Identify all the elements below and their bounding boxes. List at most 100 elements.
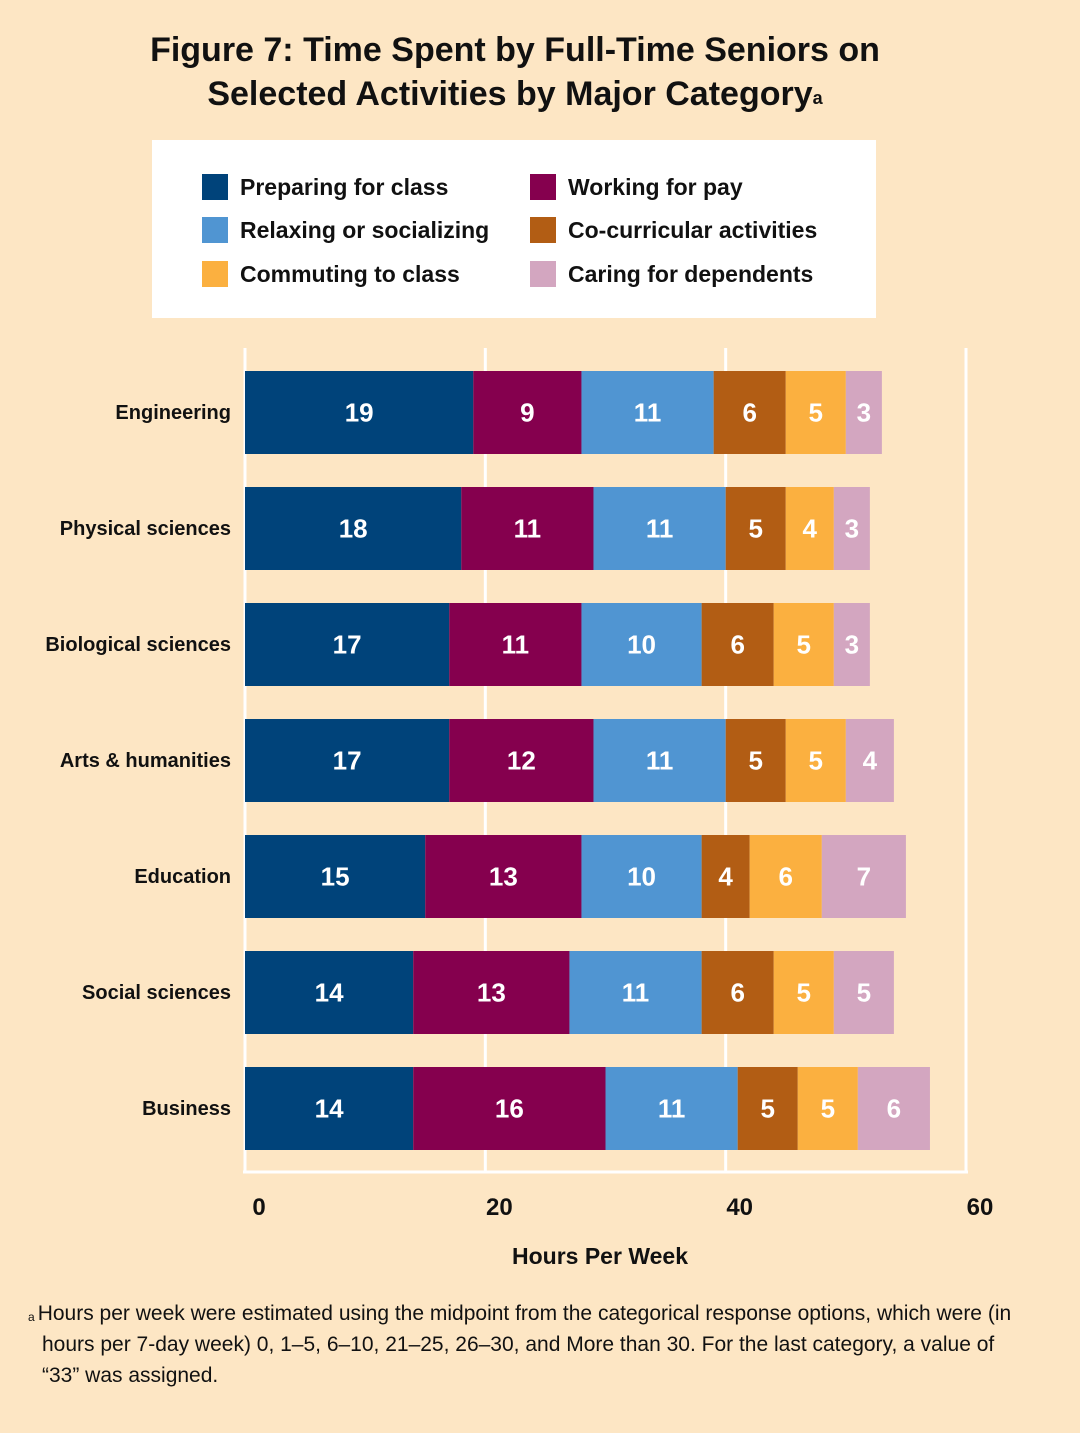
legend-swatch <box>202 261 228 287</box>
bar-segment <box>713 371 786 454</box>
data-label: 11 <box>658 1094 686 1124</box>
legend-swatch <box>530 217 556 243</box>
data-label: 3 <box>845 630 859 660</box>
footnote-marker: a <box>28 1310 35 1324</box>
legend-label: Co-curricular activities <box>568 216 818 243</box>
data-label: 12 <box>507 746 536 776</box>
bar-segment <box>785 371 846 454</box>
bar-segment <box>569 951 702 1034</box>
bar-segment <box>245 371 474 454</box>
legend-label: Commuting to class <box>240 260 460 287</box>
bar-segment <box>785 719 846 802</box>
bar-segment <box>845 371 882 454</box>
category-label: Engineering <box>115 402 231 424</box>
legend-swatch <box>202 174 228 200</box>
bar-segment <box>785 487 834 570</box>
data-label: 17 <box>333 746 362 776</box>
data-label: 5 <box>821 1094 835 1124</box>
data-label: 11 <box>502 630 530 660</box>
data-label: 11 <box>646 514 674 544</box>
data-label: 11 <box>646 746 674 776</box>
data-label: 11 <box>514 514 542 544</box>
chart-title-line-2: Selected Activities by Major Category <box>207 75 813 113</box>
x-tick-label: 0 <box>252 1194 265 1221</box>
chart-title: Figure 7: Time Spent by Full-Time Senior… <box>0 28 1030 116</box>
bar-segment <box>857 1067 930 1150</box>
data-label: 11 <box>634 398 662 428</box>
x-tick-label: 40 <box>726 1194 753 1221</box>
chart-title-line-1: Figure 7: Time Spent by Full-Time Senior… <box>150 31 880 69</box>
title-footnote-marker: a <box>812 88 823 108</box>
data-label: 13 <box>489 862 518 892</box>
legend-swatch <box>530 174 556 200</box>
bar-segment <box>773 951 834 1034</box>
bar-segment <box>413 1067 606 1150</box>
legend-swatch <box>202 217 228 243</box>
x-tick-label: 60 <box>967 1194 994 1221</box>
data-label: 15 <box>321 862 350 892</box>
legend-label: Caring for dependents <box>568 260 814 287</box>
bar-segment <box>833 603 870 686</box>
legend-item: Working for pay <box>530 172 743 202</box>
category-label: Education <box>134 866 231 888</box>
bar-segment <box>833 951 894 1034</box>
data-label: 5 <box>760 1094 774 1124</box>
data-label: 5 <box>748 514 762 544</box>
category-label: Biological sciences <box>45 634 231 656</box>
bar-chart: 0 20 40 60 Hours Per Week Engineering 19 9 11 6 5 3… <box>45 348 994 1269</box>
bar-segment <box>833 487 870 570</box>
data-label: 5 <box>748 746 762 776</box>
data-label: 3 <box>845 514 859 544</box>
data-label: 18 <box>339 514 368 544</box>
bar-segment <box>797 1067 858 1150</box>
legend-label: Working for pay <box>568 173 743 200</box>
bar-segment <box>593 719 726 802</box>
bar-segment <box>737 1067 798 1150</box>
bar-segment <box>725 487 786 570</box>
data-label: 16 <box>495 1094 524 1124</box>
bar-segment <box>581 371 714 454</box>
bar-segment <box>245 487 462 570</box>
bar-segment <box>581 835 702 918</box>
data-label: 6 <box>730 978 744 1008</box>
x-axis-label: Hours Per Week <box>512 1243 688 1269</box>
legend-label: Relaxing or socializing <box>240 216 490 243</box>
legend-item: Caring for dependents <box>530 259 813 289</box>
category-label: Business <box>142 1098 231 1120</box>
bar-segment <box>605 1067 738 1150</box>
legend-item: Commuting to class <box>202 259 460 289</box>
data-label: 5 <box>857 978 871 1008</box>
data-label: 11 <box>622 978 650 1008</box>
data-label: 4 <box>863 746 878 776</box>
bar-segment <box>749 835 822 918</box>
category-label: Physical sciences <box>60 518 231 540</box>
bar-segment <box>701 951 774 1034</box>
data-label: 10 <box>627 630 656 660</box>
bar-segment <box>461 487 594 570</box>
bar-segment <box>701 835 750 918</box>
data-label: 5 <box>809 398 823 428</box>
bar-segment <box>473 371 582 454</box>
bar-segment <box>845 719 894 802</box>
data-label: 4 <box>803 514 818 544</box>
data-label: 9 <box>520 398 534 428</box>
data-label: 6 <box>730 630 744 660</box>
bar-segment <box>701 603 774 686</box>
chart-legend: Preparing for class Working for pay Relaxi… <box>152 140 876 318</box>
bar-segment <box>413 951 570 1034</box>
bar-segment <box>773 603 834 686</box>
data-label: 14 <box>315 1094 344 1124</box>
data-label: 6 <box>779 862 793 892</box>
bar-segment <box>449 603 582 686</box>
category-label: Arts & humanities <box>60 750 231 772</box>
data-label: 19 <box>345 398 374 428</box>
legend-item: Co-curricular activities <box>530 215 817 245</box>
legend-item: Relaxing or socializing <box>202 215 489 245</box>
category-label: Social sciences <box>82 982 231 1004</box>
x-tick-label: 20 <box>486 1194 513 1221</box>
data-label: 5 <box>797 630 811 660</box>
bar-segment <box>593 487 726 570</box>
data-label: 10 <box>627 862 656 892</box>
data-label: 3 <box>857 398 871 428</box>
legend-label: Preparing for class <box>240 173 449 200</box>
